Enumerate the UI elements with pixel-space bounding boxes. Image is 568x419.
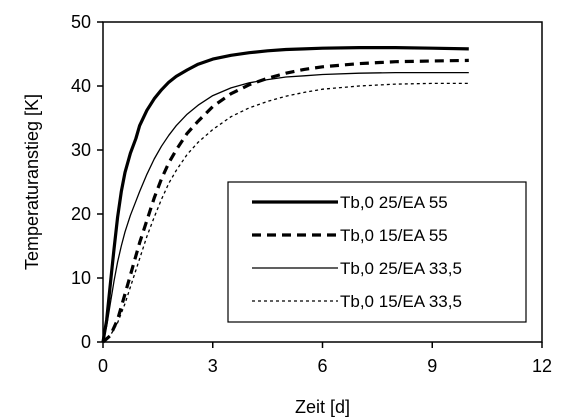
y-tick-label: 20 [71, 204, 91, 224]
legend-label-3: Tb,0 25/EA 33,5 [340, 259, 462, 278]
x-tick-label: 12 [532, 356, 552, 376]
y-tick-label: 10 [71, 268, 91, 288]
legend-label-1: Tb,0 25/EA 55 [340, 193, 448, 212]
y-tick-label: 0 [81, 332, 91, 352]
legend-label-4: Tb,0 15/EA 33,5 [340, 292, 462, 311]
x-tick-label: 6 [317, 356, 327, 376]
x-tick-label: 3 [208, 356, 218, 376]
y-axis-title: Temperaturanstieg [K] [22, 94, 42, 270]
plot-lines [101, 45, 469, 344]
legend-label-2: Tb,0 15/EA 55 [340, 226, 448, 245]
y-tick-label: 30 [71, 140, 91, 160]
series-line-2 [101, 58, 469, 344]
series-line-1 [101, 45, 469, 343]
series-line-4 [102, 82, 469, 343]
y-tick-label: 50 [71, 12, 91, 32]
y-tick-label: 40 [71, 76, 91, 96]
x-tick-label: 0 [98, 356, 108, 376]
legend-box [227, 181, 527, 323]
x-axis-title: Zeit [d] [295, 397, 350, 417]
legend: Tb,0 25/EA 55 Tb,0 15/EA 55 Tb,0 25/EA 33,… [227, 181, 527, 323]
x-tick-label: 9 [427, 356, 437, 376]
x-axis-ticks: 0 3 6 9 12 [98, 342, 552, 376]
series-line-3 [102, 71, 469, 343]
y-axis-ticks: 0 10 20 30 40 50 [71, 12, 103, 352]
